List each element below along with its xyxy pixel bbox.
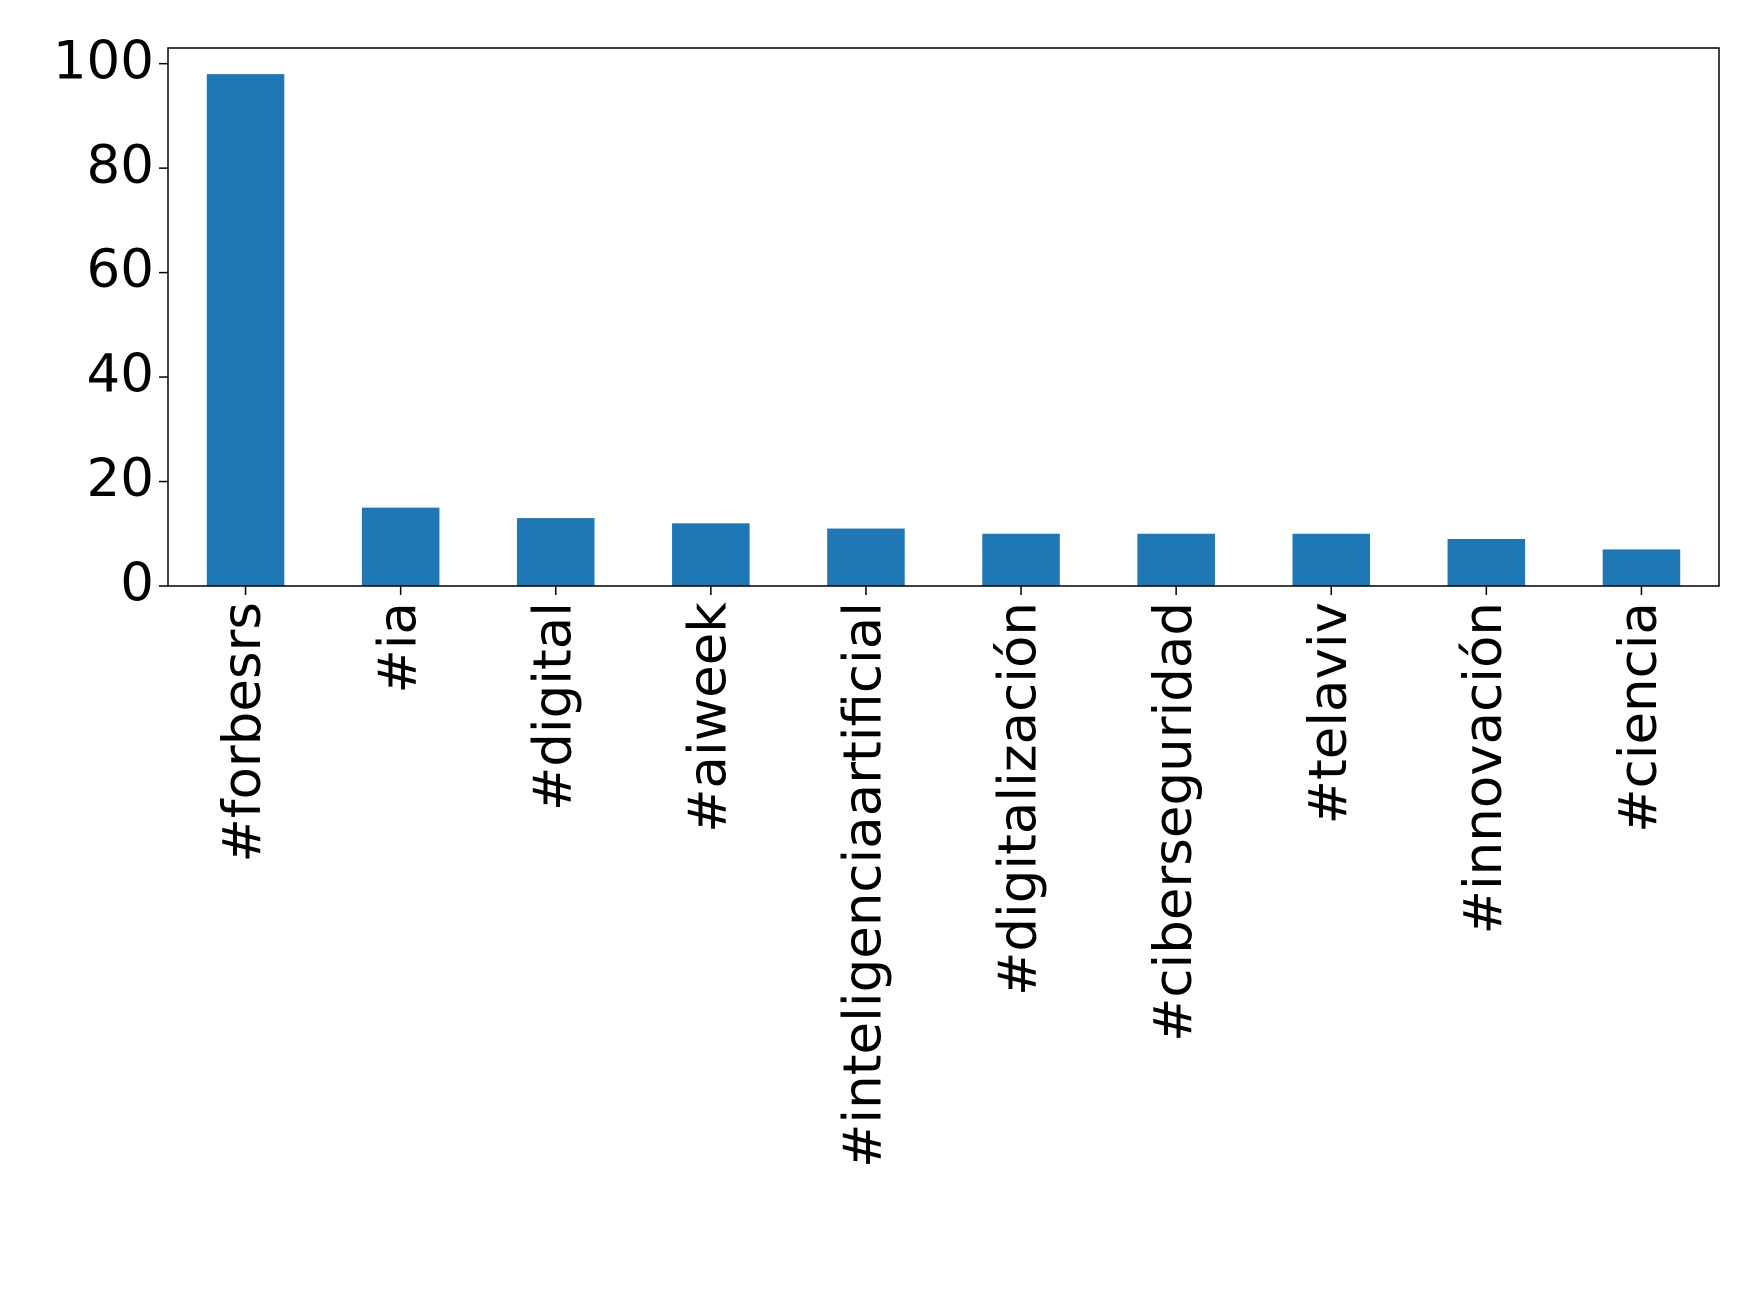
x-tick-label: #telaviv (1298, 602, 1359, 824)
y-tick-label: 60 (87, 239, 154, 300)
bar (1137, 533, 1215, 586)
x-tick-label: #digital (522, 602, 583, 811)
bar (982, 533, 1060, 586)
y-tick-label: 0 (120, 553, 154, 614)
bar (827, 528, 905, 586)
y-tick-label: 40 (87, 344, 154, 405)
bar (1602, 549, 1681, 586)
x-tick-label: #inteligenciaartificial (833, 602, 894, 1168)
x-tick-label: #forbesrs (212, 602, 273, 863)
y-tick-label: 80 (87, 135, 154, 196)
x-tick-label: #ia (367, 602, 428, 694)
y-tick-label: 100 (53, 30, 154, 91)
plot-frame (167, 47, 1720, 587)
y-tick-label: 20 (87, 448, 154, 509)
x-tick-label: #digitalización (988, 602, 1049, 996)
x-tick-label: #aiweek (677, 602, 738, 833)
bar (672, 523, 750, 586)
x-tick-label: #ciencia (1608, 602, 1669, 833)
bar (206, 74, 285, 586)
x-tick-label: #innovación (1453, 602, 1514, 934)
bar (1292, 533, 1371, 586)
x-tick-label: #ciberseguridad (1143, 602, 1204, 1042)
bar (1447, 538, 1526, 586)
bar (516, 518, 595, 586)
bar (361, 507, 440, 586)
